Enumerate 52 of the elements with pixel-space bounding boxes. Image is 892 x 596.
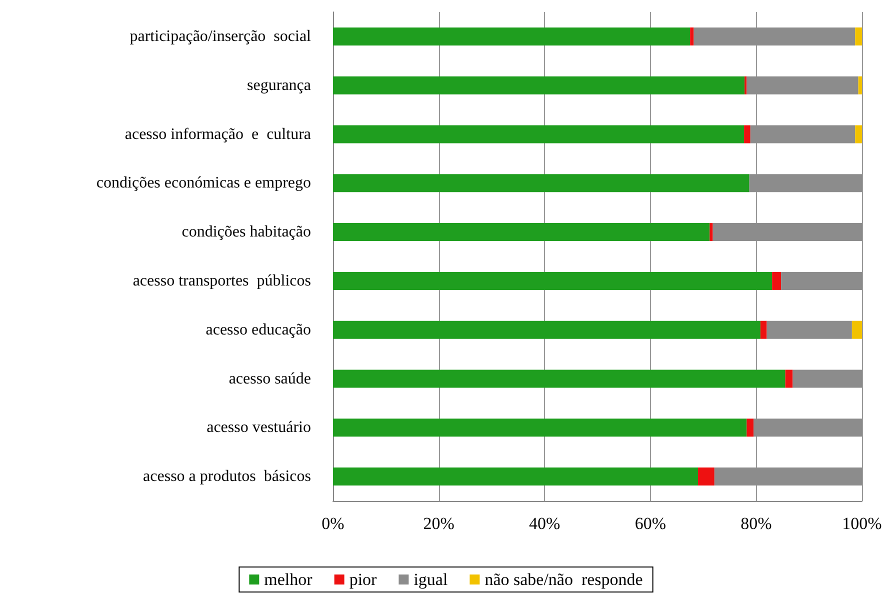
y-tick-label: condições habitação bbox=[182, 224, 311, 241]
bar bbox=[855, 125, 862, 144]
y-tick-label: acesso educação bbox=[206, 321, 311, 338]
bar bbox=[754, 418, 862, 437]
bar bbox=[333, 27, 690, 46]
y-tick-label: acesso vestuário bbox=[206, 419, 311, 436]
bar bbox=[746, 76, 858, 94]
x-tick-label: 40% bbox=[529, 514, 560, 533]
x-tick-label: 0% bbox=[322, 514, 344, 533]
bar bbox=[766, 320, 852, 339]
bar bbox=[690, 27, 694, 46]
legend-label: igual bbox=[414, 570, 448, 589]
bar bbox=[792, 370, 862, 388]
x-tick-label: 80% bbox=[740, 514, 772, 533]
bar bbox=[710, 223, 713, 242]
y-tick-label: acesso transportes públicos bbox=[132, 272, 311, 290]
bar bbox=[333, 76, 745, 94]
bar bbox=[333, 125, 744, 144]
legend-label: pior bbox=[349, 570, 378, 589]
bar bbox=[749, 174, 862, 192]
bar bbox=[694, 27, 856, 46]
bar bbox=[333, 320, 760, 339]
legend-label: não sabe/não responde bbox=[484, 570, 643, 589]
bar bbox=[333, 468, 698, 486]
bar bbox=[772, 272, 782, 290]
y-tick-label: condições económicas e emprego bbox=[96, 174, 311, 192]
bar bbox=[785, 370, 793, 388]
y-tick-label: acesso saúde bbox=[228, 370, 311, 388]
x-tick-label: 60% bbox=[634, 514, 666, 533]
bar bbox=[333, 272, 772, 290]
x-tick-label: 20% bbox=[423, 514, 454, 533]
bar bbox=[760, 320, 767, 339]
y-tick-label: participação/inserção social bbox=[130, 28, 312, 45]
x-tick-label: 100% bbox=[842, 514, 882, 533]
bar bbox=[781, 272, 862, 290]
bar bbox=[333, 370, 786, 388]
bar bbox=[698, 468, 714, 486]
bar bbox=[333, 418, 747, 437]
y-tick-label: acesso a produtos básicos bbox=[143, 468, 311, 486]
bar bbox=[333, 223, 710, 242]
bar bbox=[750, 125, 856, 144]
bar bbox=[852, 320, 862, 339]
bar bbox=[746, 418, 754, 437]
bar bbox=[712, 223, 862, 242]
bar bbox=[333, 174, 750, 192]
bar bbox=[855, 27, 862, 46]
bar bbox=[858, 76, 862, 94]
legend-label: melhor bbox=[264, 570, 313, 589]
bar bbox=[714, 468, 862, 486]
y-tick-label: segurança bbox=[247, 76, 311, 94]
bar bbox=[744, 125, 750, 144]
y-tick-label: acesso informação e cultura bbox=[124, 126, 311, 143]
